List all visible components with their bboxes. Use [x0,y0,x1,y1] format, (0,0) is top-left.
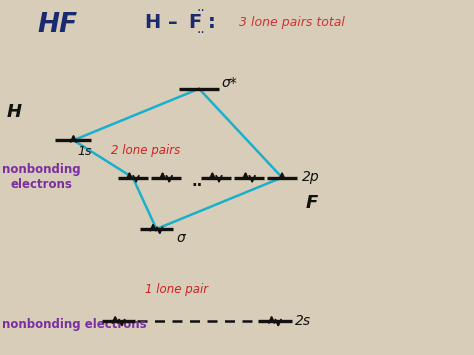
Text: H: H [7,103,22,121]
Text: σ: σ [176,231,185,245]
Text: HF: HF [38,12,78,38]
Text: –: – [168,12,178,32]
Text: 2p: 2p [302,170,319,185]
Text: F: F [306,194,318,212]
Text: 2 lone pairs: 2 lone pairs [111,144,181,157]
Text: H: H [145,12,161,32]
Text: 1 lone pair: 1 lone pair [145,283,208,296]
Text: 2s: 2s [295,314,311,328]
Text: 3 lone pairs total: 3 lone pairs total [239,16,345,28]
Text: 1s: 1s [77,145,92,158]
Text: nonbonding
electrons: nonbonding electrons [2,164,81,191]
Text: nonbonding electrons: nonbonding electrons [2,318,147,331]
Text: :: : [208,12,215,32]
Text: F: F [189,12,202,32]
Text: σ*: σ* [222,76,237,90]
Text: ··: ·· [197,4,205,18]
Text: ··: ·· [197,26,205,40]
Text: ..: .. [192,174,203,189]
